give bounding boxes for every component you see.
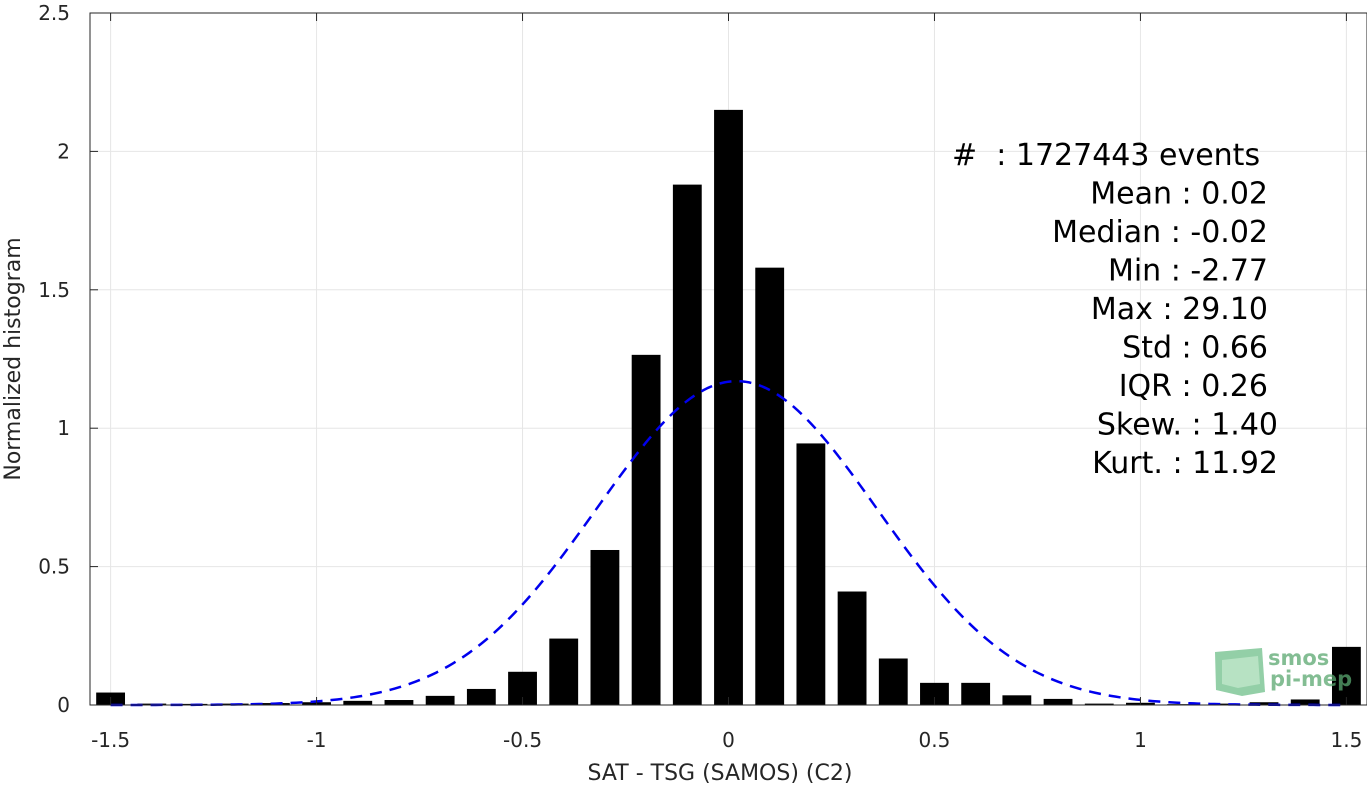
stat-line: Min : -2.77 [1108, 254, 1268, 289]
x-tick-label: 0 [722, 728, 735, 752]
smos-pimep-logo: smos pi-mep [1215, 646, 1352, 696]
x-tick-label: 1.5 [1330, 728, 1362, 752]
logo-text-line1: smos [1268, 646, 1329, 670]
histogram-bar [590, 549, 620, 705]
y-tick-label: 2 [57, 139, 70, 163]
histogram-bar [1290, 699, 1320, 705]
logo-text-line2: pi-mep [1270, 667, 1352, 691]
histogram-bar [466, 688, 496, 705]
y-axis-ticks: 0 0.5 1 1.5 2 2.5 [38, 1, 98, 717]
histogram-bar [1002, 695, 1032, 705]
histogram-bar [878, 658, 908, 705]
histogram-bar [672, 184, 702, 706]
histogram-bar [920, 682, 949, 705]
histogram-bar [343, 700, 373, 705]
x-tick-label: 1 [1134, 728, 1147, 752]
histogram-bars [96, 109, 1361, 706]
histogram-bar [1208, 703, 1238, 705]
stat-line: Std : 0.66 [1122, 331, 1268, 366]
y-axis-label: Normalized histogram [1, 237, 26, 480]
x-axis-label: SAT - TSG (SAMOS) (C2) [588, 761, 853, 785]
stat-line: Mean : 0.02 [1090, 177, 1268, 212]
histogram-bar [1331, 646, 1361, 705]
x-tick-label: -1.5 [91, 728, 130, 752]
histogram-bar [961, 682, 991, 705]
x-tick-label: 0.5 [919, 728, 951, 752]
stat-line: Kurt. : 11.92 [1092, 446, 1278, 481]
x-axis-ticks: -1.5 -1 -0.5 0 0.5 1 1.5 [91, 13, 1362, 752]
stat-line: Skew. : 1.40 [1097, 408, 1278, 443]
y-tick-label: 0 [57, 693, 70, 717]
histogram-bar [631, 354, 661, 705]
stat-line: # : 1727443 events [952, 138, 1260, 173]
histogram-bar [796, 443, 826, 705]
stat-line: IQR : 0.26 [1119, 369, 1268, 404]
y-tick-label: 0.5 [38, 555, 70, 579]
histogram-bar [1084, 703, 1114, 705]
x-tick-label: -1 [307, 728, 327, 752]
histogram-bar [1249, 702, 1279, 705]
logo-map-icon-shade [1222, 656, 1260, 688]
stat-line: Median : -0.02 [1052, 215, 1268, 250]
histogram-bar [755, 267, 785, 705]
histogram-bar [549, 638, 579, 705]
histogram-bar [714, 109, 743, 705]
y-tick-label: 1.5 [38, 278, 70, 302]
histogram-bar [384, 700, 414, 705]
stat-line: Max : 29.10 [1091, 292, 1268, 327]
y-tick-label: 2.5 [38, 1, 70, 25]
histogram-bar [1043, 698, 1073, 705]
x-tick-label: -0.5 [503, 728, 542, 752]
histogram-bar [425, 695, 455, 705]
y-tick-label: 1 [57, 416, 70, 440]
histogram-bar [837, 591, 867, 705]
